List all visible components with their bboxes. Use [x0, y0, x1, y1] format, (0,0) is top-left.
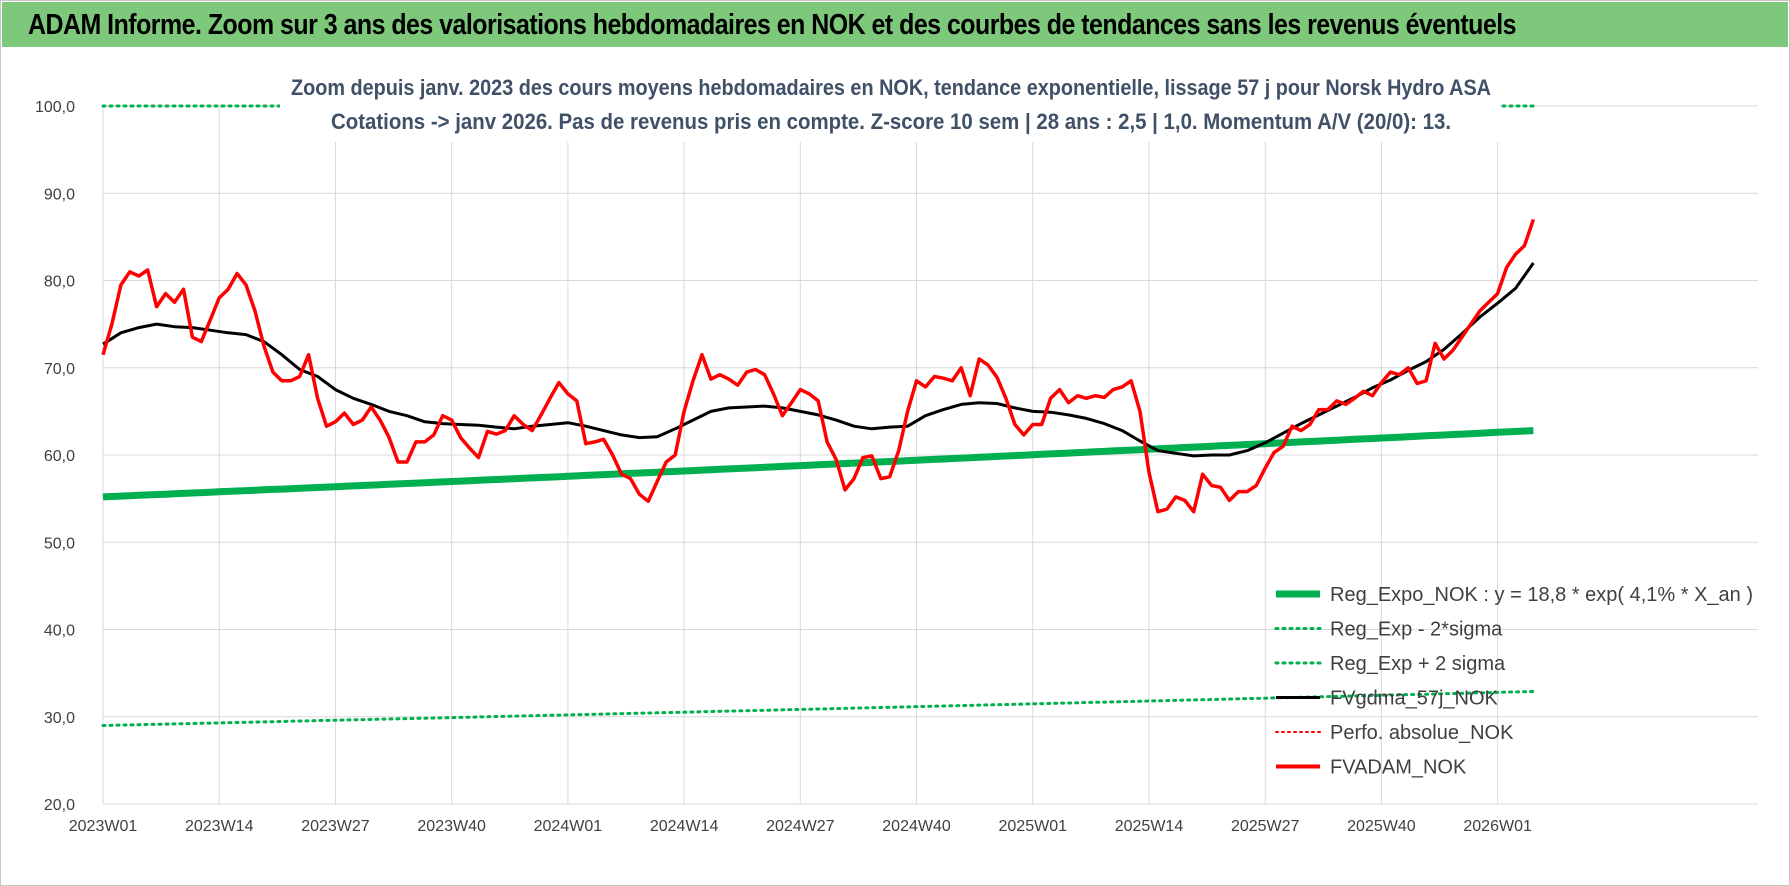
legend-label: Perfo. absolue_NOK [1330, 722, 1514, 744]
y-tick-label: 50,0 [44, 535, 75, 552]
x-tick-label: 2025W01 [999, 818, 1068, 835]
x-tick-label: 2025W27 [1231, 818, 1300, 835]
subtitle-line-2: Cotations -> janv 2026. Pas de revenus p… [331, 109, 1451, 134]
x-tick-label: 2024W27 [766, 818, 835, 835]
y-axis-ticks: 20,0 30,0 40,0 50,0 60,0 70,0 80,0 90,0 100,0 [35, 99, 75, 814]
series-layer [101, 104, 1536, 727]
x-tick-label: 2023W14 [185, 818, 254, 835]
y-tick-label: 60,0 [44, 448, 75, 465]
x-axis-ticks: 2023W01 2023W14 2023W27 2023W40 2024W01 2024W… [69, 818, 1532, 835]
legend-label: Reg_Expo_NOK : y = 18,8 * exp( 4,1% * X_… [1330, 584, 1753, 606]
legend-label: Reg_Exp + 2 sigma [1330, 653, 1506, 675]
y-tick-label: 90,0 [44, 186, 75, 203]
banner-title: ADAM Informe. Zoom sur 3 ans des valoris… [28, 9, 1517, 41]
subtitle-line-1: Zoom depuis janv. 2023 des cours moyens … [291, 75, 1491, 100]
y-tick-label: 40,0 [44, 623, 75, 640]
x-tick-label: 2023W40 [417, 818, 486, 835]
x-tick-label: 2024W14 [650, 818, 719, 835]
series-fvadam-nok [101, 218, 1536, 514]
legend-label: FVADAM_NOK [1330, 757, 1467, 779]
x-tick-label: 2023W01 [69, 818, 138, 835]
gridlines [102, 105, 1758, 805]
legend-label: Reg_Exp - 2*sigma [1330, 619, 1503, 641]
y-tick-label: 30,0 [44, 710, 75, 727]
title-banner: ADAM Informe. Zoom sur 3 ans des valoris… [2, 2, 1788, 47]
subtitle-background [280, 64, 1500, 142]
x-tick-label: 2025W40 [1347, 818, 1416, 835]
y-tick-label: 100,0 [35, 99, 75, 116]
y-tick-label: 20,0 [44, 797, 75, 814]
y-tick-label: 80,0 [44, 274, 75, 291]
y-tick-label: 70,0 [44, 361, 75, 378]
x-tick-label: 2025W14 [1115, 818, 1184, 835]
x-tick-label: 2024W40 [882, 818, 951, 835]
legend: Reg_Expo_NOK : y = 18,8 * exp( 4,1% * X_… [1274, 584, 1753, 779]
x-tick-label: 2023W27 [301, 818, 370, 835]
series-fvgdma-57j-nok [102, 262, 1535, 458]
series-reg-expo-nok [102, 427, 1534, 501]
chart-subtitle: Zoom depuis janv. 2023 des cours moyens … [280, 64, 1500, 142]
x-tick-label: 2024W01 [534, 818, 603, 835]
legend-label: FVgdma_57j_NOK [1330, 688, 1499, 710]
x-tick-label: 2026W01 [1463, 818, 1532, 835]
